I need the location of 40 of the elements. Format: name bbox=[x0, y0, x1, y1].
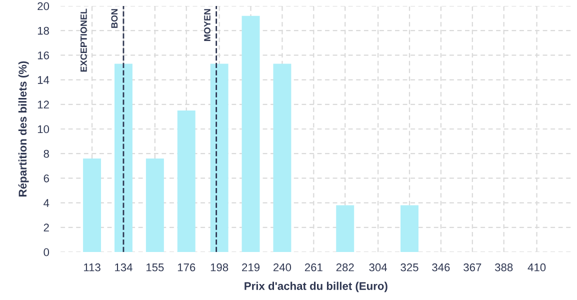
ref-line-label: BON bbox=[111, 9, 118, 28]
y-axis-title: Répartition des billets (%) bbox=[18, 61, 29, 196]
y-tick-label: 8 bbox=[44, 150, 49, 158]
x-tick-label: 346 bbox=[432, 263, 450, 272]
x-tick-label: 134 bbox=[115, 263, 132, 272]
x-tick-label: 282 bbox=[336, 263, 354, 272]
x-tick-label: 304 bbox=[369, 263, 387, 272]
x-tick-label: 198 bbox=[210, 263, 228, 272]
x-tick-label: 410 bbox=[528, 263, 546, 272]
y-tick-label: 0 bbox=[44, 248, 50, 256]
x-tick-label: 219 bbox=[242, 263, 260, 272]
y-tick-label: 4 bbox=[44, 199, 50, 207]
bar bbox=[146, 158, 164, 252]
bar bbox=[336, 205, 354, 252]
ref-line-label: MOYEN bbox=[204, 9, 210, 41]
bar bbox=[242, 16, 260, 252]
y-tick-label: 18 bbox=[38, 26, 49, 35]
y-tick-label: 6 bbox=[44, 174, 49, 182]
bar bbox=[400, 205, 418, 252]
x-axis-title: Prix d'achat du billet (Euro) bbox=[244, 282, 388, 292]
y-tick-label: 16 bbox=[38, 51, 49, 60]
y-tick-label: 12 bbox=[38, 100, 49, 108]
y-tick-label: 2 bbox=[44, 224, 49, 232]
x-tick-label: 176 bbox=[178, 263, 196, 272]
bar bbox=[114, 64, 132, 252]
bar bbox=[177, 110, 196, 252]
bar bbox=[83, 158, 102, 252]
x-tick-label: 388 bbox=[495, 263, 513, 272]
y-tick-label: 10 bbox=[38, 125, 50, 134]
x-tick-label: 367 bbox=[464, 263, 482, 272]
y-tick-label: 14 bbox=[38, 76, 50, 84]
annotation: EXCEPTIONEL bbox=[80, 8, 87, 72]
x-tick-label: 240 bbox=[274, 263, 292, 272]
bar bbox=[273, 64, 292, 252]
x-tick-label: 155 bbox=[146, 264, 164, 272]
x-tick-label: 325 bbox=[400, 263, 418, 272]
bar bbox=[210, 64, 228, 252]
y-tick-label: 20 bbox=[38, 2, 50, 10]
x-tick-label: 113 bbox=[84, 263, 100, 272]
x-tick-label: 261 bbox=[304, 263, 322, 272]
